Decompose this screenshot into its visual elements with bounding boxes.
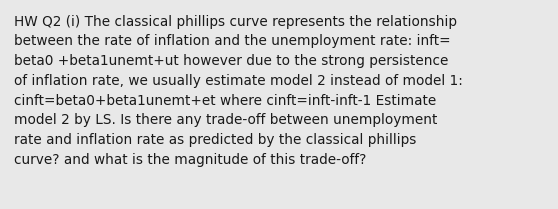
Text: HW Q2 (i) The classical phillips curve represents the relationship
between the r: HW Q2 (i) The classical phillips curve r… [14, 15, 463, 167]
